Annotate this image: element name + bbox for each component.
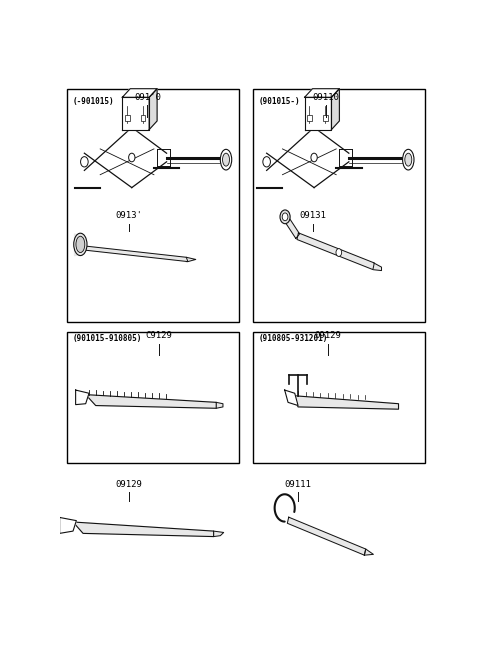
Polygon shape <box>73 522 214 537</box>
Text: (901015-): (901015-) <box>259 97 300 106</box>
Text: 0913': 0913' <box>115 212 142 221</box>
Ellipse shape <box>220 149 232 170</box>
Polygon shape <box>60 518 76 533</box>
Polygon shape <box>216 402 223 408</box>
Polygon shape <box>291 396 398 409</box>
Polygon shape <box>149 89 157 129</box>
Ellipse shape <box>223 153 229 166</box>
FancyBboxPatch shape <box>67 89 239 322</box>
Circle shape <box>311 153 317 162</box>
Text: (901015-910805): (901015-910805) <box>73 334 143 344</box>
FancyBboxPatch shape <box>253 332 424 463</box>
Polygon shape <box>305 97 332 129</box>
Text: 09110: 09110 <box>312 93 339 102</box>
Bar <box>141 114 145 121</box>
Polygon shape <box>285 390 298 405</box>
FancyBboxPatch shape <box>67 332 239 463</box>
Circle shape <box>336 248 342 256</box>
Bar <box>125 114 130 121</box>
Polygon shape <box>186 258 196 261</box>
Circle shape <box>263 156 270 167</box>
Polygon shape <box>305 89 339 97</box>
Text: 091'0: 091'0 <box>134 93 161 102</box>
Bar <box>307 114 312 121</box>
Text: 09111: 09111 <box>285 480 312 489</box>
FancyBboxPatch shape <box>253 89 424 322</box>
Text: 09131: 09131 <box>300 212 326 221</box>
Polygon shape <box>76 390 89 405</box>
Circle shape <box>129 153 135 162</box>
Polygon shape <box>332 89 339 129</box>
Ellipse shape <box>74 233 87 256</box>
Polygon shape <box>297 233 374 269</box>
Bar <box>323 114 328 121</box>
Ellipse shape <box>280 210 290 223</box>
Ellipse shape <box>76 237 85 252</box>
Polygon shape <box>364 549 373 555</box>
Polygon shape <box>373 263 382 271</box>
Circle shape <box>81 156 88 167</box>
Text: 09129: 09129 <box>314 331 341 340</box>
Text: 09129: 09129 <box>115 480 142 489</box>
Polygon shape <box>85 395 216 408</box>
Text: (910805-931201): (910805-931201) <box>259 334 328 344</box>
Polygon shape <box>82 246 188 261</box>
Ellipse shape <box>403 149 414 170</box>
Ellipse shape <box>282 213 288 221</box>
Polygon shape <box>122 97 149 129</box>
Polygon shape <box>214 531 224 537</box>
Polygon shape <box>122 89 157 97</box>
Text: (-901015): (-901015) <box>73 97 115 106</box>
Ellipse shape <box>405 153 412 166</box>
Polygon shape <box>288 517 366 555</box>
Polygon shape <box>283 215 300 238</box>
Text: C9129: C9129 <box>145 331 172 340</box>
